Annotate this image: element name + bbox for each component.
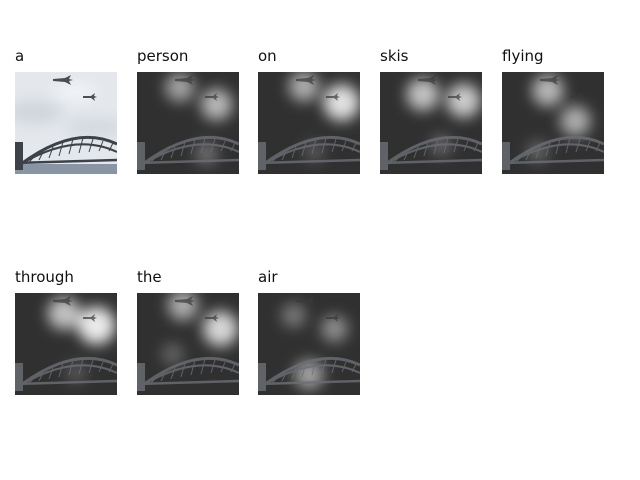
caption-word: a bbox=[15, 47, 25, 65]
clouds bbox=[15, 84, 117, 137]
attention-spot bbox=[281, 303, 306, 328]
bridge bbox=[258, 356, 360, 391]
attention-spot bbox=[406, 78, 440, 111]
attention-spot bbox=[47, 297, 81, 330]
airplanes bbox=[53, 296, 97, 322]
attention-spot bbox=[288, 72, 320, 102]
word-panel: flying bbox=[502, 46, 604, 174]
airplanes bbox=[175, 296, 219, 322]
attention-map bbox=[502, 72, 604, 174]
attention-spot bbox=[77, 306, 116, 345]
bridge bbox=[15, 135, 117, 170]
attention-map bbox=[137, 72, 239, 174]
word-panel: skis bbox=[380, 46, 482, 174]
attention-spot bbox=[323, 84, 360, 121]
caption-word: the bbox=[137, 268, 162, 286]
attention-spot bbox=[321, 315, 348, 343]
attention-spots bbox=[47, 297, 116, 383]
attention-map bbox=[137, 293, 239, 395]
airplanes bbox=[418, 75, 462, 101]
bridge bbox=[15, 356, 117, 391]
caption-word: skis bbox=[380, 47, 409, 65]
caption-word: on bbox=[258, 47, 277, 65]
attention-map bbox=[15, 293, 117, 395]
airplanes bbox=[296, 75, 340, 101]
attention-map bbox=[380, 72, 482, 174]
bridge bbox=[380, 135, 482, 170]
airplanes bbox=[296, 296, 340, 322]
attention-spot bbox=[526, 140, 549, 163]
word-panel: through bbox=[15, 267, 117, 395]
caption-word: through bbox=[15, 268, 74, 286]
caption-word: flying bbox=[502, 47, 544, 65]
word-panel: on bbox=[258, 46, 360, 174]
bridge bbox=[137, 135, 239, 170]
airplanes bbox=[540, 75, 584, 101]
attention-spot bbox=[161, 343, 184, 366]
airplanes bbox=[175, 75, 219, 101]
word-panel: air bbox=[258, 267, 360, 395]
attention-spot bbox=[560, 105, 591, 137]
bridge bbox=[502, 135, 604, 170]
attention-spot bbox=[203, 311, 239, 347]
airplanes bbox=[53, 75, 97, 101]
word-panel: the bbox=[137, 267, 239, 395]
caption-word: air bbox=[258, 268, 278, 286]
bridge bbox=[258, 135, 360, 170]
attention-spot bbox=[446, 83, 481, 118]
word-panel: person bbox=[137, 46, 239, 174]
bridge bbox=[137, 356, 239, 391]
attention-map bbox=[258, 72, 360, 174]
word-panel: a bbox=[15, 46, 117, 174]
water bbox=[15, 164, 117, 174]
attention-map bbox=[258, 293, 360, 395]
caption-word: person bbox=[137, 47, 189, 65]
original-image bbox=[15, 72, 117, 174]
